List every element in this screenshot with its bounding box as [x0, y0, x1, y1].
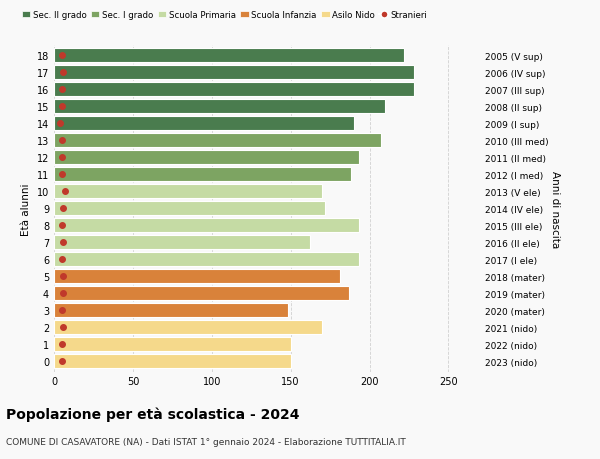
Bar: [54, 134, 380, 148]
Bar: [54, 321, 322, 335]
Bar: [54, 49, 404, 63]
Bar: [54, 100, 385, 114]
Bar: [54, 83, 414, 97]
Bar: [54, 253, 359, 267]
Text: Popolazione per età scolastica - 2024: Popolazione per età scolastica - 2024: [6, 406, 299, 421]
Bar: [54, 151, 359, 165]
Bar: [54, 236, 310, 250]
Bar: [54, 66, 414, 80]
Legend: Sec. II grado, Sec. I grado, Scuola Primaria, Scuola Infanzia, Asilo Nido, Stran: Sec. II grado, Sec. I grado, Scuola Prim…: [18, 8, 431, 24]
Bar: [54, 185, 322, 199]
Y-axis label: Età alunni: Età alunni: [21, 183, 31, 235]
Bar: [54, 219, 359, 233]
Bar: [54, 287, 349, 301]
Text: COMUNE DI CASAVATORE (NA) - Dati ISTAT 1° gennaio 2024 - Elaborazione TUTTITALIA: COMUNE DI CASAVATORE (NA) - Dati ISTAT 1…: [6, 437, 406, 446]
Bar: [54, 168, 350, 182]
Bar: [54, 202, 325, 216]
Bar: [54, 338, 290, 352]
Bar: [54, 117, 354, 131]
Bar: [54, 270, 340, 284]
Bar: [54, 355, 290, 369]
Y-axis label: Anni di nascita: Anni di nascita: [550, 170, 560, 247]
Bar: [54, 304, 287, 318]
